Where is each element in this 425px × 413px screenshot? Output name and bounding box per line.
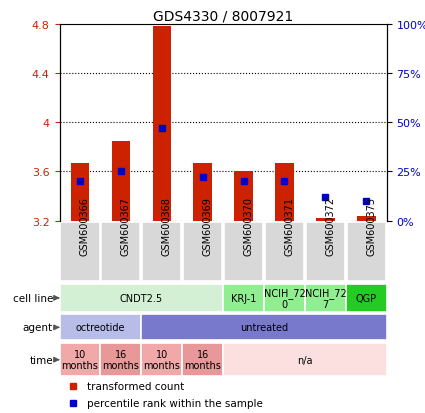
Text: KRJ-1: KRJ-1 [231, 293, 256, 303]
Text: NCIH_72
7: NCIH_72 7 [305, 287, 346, 309]
FancyBboxPatch shape [347, 222, 386, 282]
Bar [112, 141, 130, 221]
FancyBboxPatch shape [182, 343, 223, 377]
FancyBboxPatch shape [223, 343, 387, 377]
FancyBboxPatch shape [100, 343, 141, 377]
Bar [153, 27, 171, 221]
Bar [275, 164, 294, 221]
Text: NCIH_72
0: NCIH_72 0 [264, 287, 305, 309]
Text: GSM600369: GSM600369 [203, 197, 212, 255]
Text: QGP: QGP [356, 293, 377, 303]
FancyBboxPatch shape [306, 222, 345, 282]
Text: 10
months: 10 months [143, 349, 180, 370]
FancyBboxPatch shape [60, 343, 100, 377]
Text: 16
months: 16 months [184, 349, 221, 370]
Text: cell line: cell line [13, 293, 53, 303]
Text: 16
months: 16 months [102, 349, 139, 370]
Text: GSM600372: GSM600372 [326, 197, 335, 256]
Text: time: time [29, 355, 53, 365]
FancyBboxPatch shape [224, 222, 263, 282]
Bar [71, 164, 89, 221]
FancyBboxPatch shape [141, 343, 182, 377]
Text: GSM600371: GSM600371 [284, 197, 295, 255]
FancyBboxPatch shape [346, 284, 387, 312]
Bar [234, 172, 253, 221]
Text: transformed count: transformed count [87, 381, 184, 391]
Text: n/a: n/a [297, 355, 313, 365]
Text: GSM600373: GSM600373 [366, 197, 376, 255]
Text: octreotide: octreotide [76, 323, 125, 332]
Text: GSM600367: GSM600367 [121, 197, 131, 255]
FancyBboxPatch shape [305, 284, 346, 312]
Bar [316, 218, 334, 221]
FancyBboxPatch shape [223, 284, 264, 312]
FancyBboxPatch shape [60, 284, 223, 312]
Text: 10
months: 10 months [62, 349, 99, 370]
FancyBboxPatch shape [60, 222, 99, 282]
Text: untreated: untreated [240, 323, 288, 332]
FancyBboxPatch shape [265, 222, 304, 282]
Bar [193, 164, 212, 221]
Title: GDS4330 / 8007921: GDS4330 / 8007921 [153, 9, 293, 24]
Text: percentile rank within the sample: percentile rank within the sample [87, 398, 263, 408]
Text: GSM600370: GSM600370 [244, 197, 254, 255]
Text: agent: agent [23, 323, 53, 332]
FancyBboxPatch shape [142, 222, 181, 282]
FancyBboxPatch shape [60, 315, 141, 340]
Text: CNDT2.5: CNDT2.5 [120, 293, 163, 303]
FancyBboxPatch shape [101, 222, 141, 282]
FancyBboxPatch shape [141, 315, 387, 340]
FancyBboxPatch shape [183, 222, 222, 282]
FancyBboxPatch shape [264, 284, 305, 312]
Bar [357, 216, 376, 221]
Text: GSM600368: GSM600368 [162, 197, 172, 255]
Text: GSM600366: GSM600366 [80, 197, 90, 255]
